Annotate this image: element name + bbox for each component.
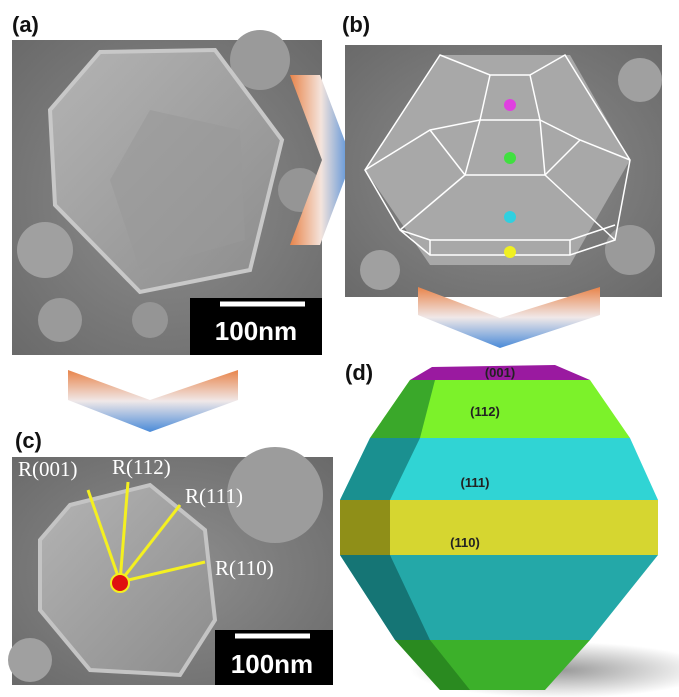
facet <box>340 438 420 500</box>
panel-label: (d) <box>345 360 373 385</box>
scale-label: 100nm <box>231 649 313 679</box>
particle <box>618 58 662 102</box>
origin-dot <box>110 573 130 593</box>
facet <box>340 500 658 555</box>
panel-label: (a) <box>12 12 39 37</box>
facet-label: (110) <box>450 535 480 550</box>
dot <box>504 152 516 164</box>
dot <box>504 99 516 111</box>
panel-label: (b) <box>342 12 370 37</box>
facet-label: (112) <box>470 404 500 419</box>
facet-label: (111) <box>461 475 490 490</box>
facet <box>410 365 590 380</box>
facet <box>395 640 470 690</box>
particle <box>8 638 52 682</box>
arrow <box>418 287 600 348</box>
particle <box>230 30 290 90</box>
scale-box <box>190 298 322 355</box>
annotation: R(112) <box>112 455 171 479</box>
facet <box>340 500 390 555</box>
arrow <box>68 370 238 432</box>
polyhedron-model: (001) (112) (111) (110) <box>340 365 679 697</box>
particle <box>605 225 655 275</box>
arrow <box>290 75 352 245</box>
facet-label: (001) <box>485 365 515 380</box>
facet <box>340 438 658 500</box>
dot <box>504 211 516 223</box>
nanocrystal <box>365 55 630 265</box>
annotation: R(001) <box>18 457 78 481</box>
particle <box>360 250 400 290</box>
scale-label: 100nm <box>215 316 297 346</box>
particle <box>132 302 168 338</box>
panel-label: (c) <box>15 428 42 453</box>
particle <box>227 447 323 543</box>
sem-image-a: 100nm <box>12 30 322 355</box>
sem-image-c: R(001) R(112) R(111) R(110) 100nm <box>8 447 333 685</box>
annotation: R(111) <box>185 484 243 508</box>
particle <box>17 222 73 278</box>
sem-image-b <box>345 45 662 297</box>
facet <box>340 555 430 640</box>
facet <box>110 110 245 270</box>
arrows <box>86 481 206 584</box>
dot <box>504 246 516 258</box>
facet <box>370 380 435 438</box>
particle <box>38 298 82 342</box>
facet <box>370 380 630 438</box>
annotation: R(110) <box>215 556 274 580</box>
wireframe <box>364 53 631 256</box>
scale-box <box>215 630 333 685</box>
